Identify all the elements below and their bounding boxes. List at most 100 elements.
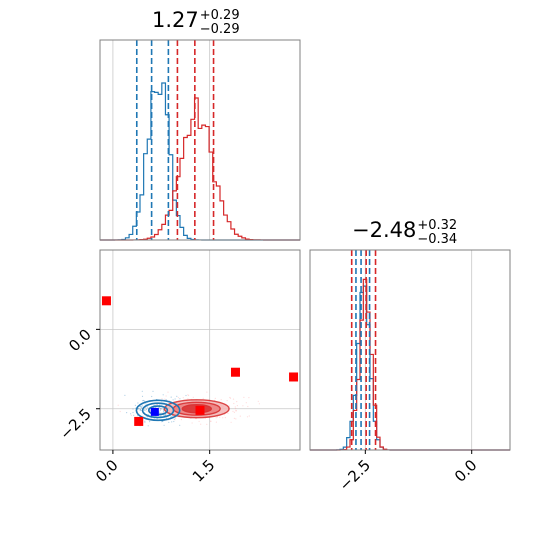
pair-sample-red (232, 410, 234, 412)
pair-sample-red (130, 414, 132, 416)
pair-sample-red (235, 410, 237, 412)
pair-sample-blue (143, 400, 146, 402)
pair-sample-blue (139, 408, 141, 410)
pair-sample-blue (174, 398, 176, 400)
pair-sample-red (165, 395, 167, 397)
pair-sample-blue (142, 400, 144, 402)
param1-title-upper: +0.29 (199, 7, 240, 23)
pair-sample-red (235, 410, 237, 412)
pair-sample-red (182, 397, 184, 399)
pair-sample-blue (163, 414, 165, 417)
pair-sample-blue (179, 398, 181, 400)
pair-sample-red (229, 397, 232, 399)
pair-sample-blue (145, 408, 147, 411)
pair-sample-red (167, 391, 169, 393)
param1-title-value: 1.27 (152, 8, 199, 32)
pair-sample-blue (168, 421, 170, 423)
pair-sample-red (222, 417, 224, 419)
pair-sample-red (245, 402, 247, 404)
pair-sample-red (161, 412, 163, 414)
pair-sample-red (242, 405, 244, 407)
param2-title-lower: −0.34 (417, 231, 458, 247)
pair-sample-blue (160, 412, 162, 414)
pair-sample-blue (139, 409, 141, 411)
pair-sample-red (198, 420, 200, 422)
param1-title: 1.27 +0.29 −0.29 (152, 8, 240, 37)
pair-sample-blue (133, 414, 135, 416)
pair-sample-blue (124, 394, 126, 396)
pair-sample-blue (141, 405, 143, 407)
pair-sample-red (177, 397, 179, 399)
pair-sample-red (233, 411, 235, 413)
pair-sample-blue (162, 411, 165, 413)
pair-y-tick-label: 0.0 (65, 325, 95, 355)
pair-sample-blue (169, 416, 171, 418)
pair-panel-frame (99, 249, 301, 451)
pair-sample-red (219, 416, 221, 418)
pair-sample-blue (160, 408, 162, 410)
pair-sample-blue (147, 425, 149, 427)
pair-sample-blue (141, 390, 143, 392)
pair-sample-red (202, 397, 204, 399)
pair-sample-blue (149, 421, 151, 423)
pair-sample-blue (138, 408, 140, 410)
param2-title: −2.48 +0.32 −0.34 (352, 218, 457, 247)
pair-sample-blue (173, 418, 175, 420)
pair-sample-red (228, 405, 230, 407)
pair-marker-red (195, 405, 205, 415)
param2-tick-label: −2.5 (336, 456, 374, 494)
pair-sample-blue (144, 420, 146, 422)
pair-sample-red (146, 410, 148, 412)
pair-y-tick-label: −2.5 (56, 405, 94, 443)
pair-sample-red (257, 400, 259, 402)
param1-panel-frame (99, 39, 301, 241)
pair-sample-blue (158, 412, 160, 414)
pair-contour-blue (141, 402, 175, 419)
pair-sample-blue (176, 395, 178, 397)
pair-sample-blue (132, 411, 134, 414)
pair-sample-red (206, 423, 208, 425)
pair-sample-blue (159, 404, 161, 406)
pair-sample-red (156, 404, 158, 406)
param2-hist-blue (310, 285, 510, 451)
pair-sample-red (192, 396, 194, 398)
pair-sample-blue (164, 414, 166, 416)
pair-sample-blue (159, 409, 161, 412)
pair-marker-red (134, 416, 144, 426)
pair-sample-red (210, 420, 212, 422)
pair-sample-red (235, 408, 237, 410)
pair-sample-red (232, 398, 235, 400)
pair-sample-red (234, 406, 236, 408)
pair-sample-red (248, 397, 250, 399)
pair-sample-red (235, 418, 237, 420)
param2-panel-frame (309, 249, 511, 451)
param1-hist-red (100, 97, 300, 241)
pair-sample-red (236, 405, 238, 407)
pair-sample-red (230, 421, 232, 423)
pair-sample-red (206, 391, 208, 393)
pair-sample-blue (159, 406, 161, 408)
pair-sample-blue (132, 408, 134, 410)
pair-sample-blue (141, 407, 143, 409)
pair-sample-blue (143, 399, 145, 402)
pair-sample-red (187, 394, 189, 396)
pair-x-tick-label: 0.0 (92, 456, 122, 486)
pair-sample-red (174, 419, 176, 421)
pair-sample-blue (145, 403, 147, 405)
pair-sample-red (164, 398, 166, 400)
pair-sample-red (223, 414, 226, 416)
pair-marker-red (101, 296, 111, 306)
pair-sample-red (215, 421, 217, 423)
pair-sample-blue (170, 396, 172, 398)
pair-sample-red (258, 403, 260, 405)
pair-sample-red (214, 397, 216, 399)
pair-sample-red (233, 402, 235, 405)
pair-sample-blue (165, 414, 167, 416)
param2-hist-red (310, 278, 510, 451)
pair-sample-blue (160, 407, 162, 409)
pair-sample-red (247, 405, 249, 408)
pair-sample-red (187, 398, 189, 400)
param2-tick-label: 0.0 (451, 456, 481, 486)
pair-sample-red (243, 396, 245, 398)
